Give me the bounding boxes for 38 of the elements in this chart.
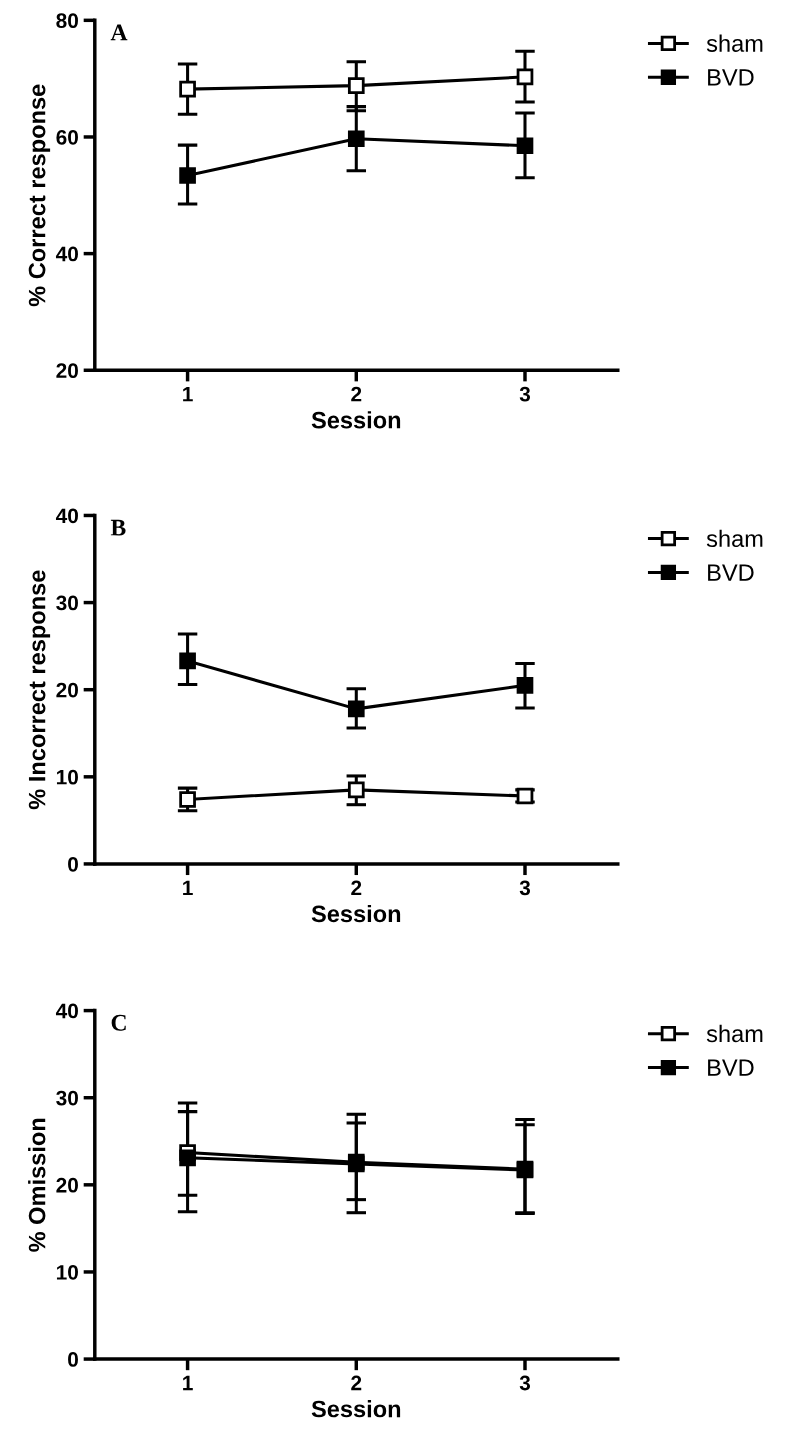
y-tick-label: 40 [55, 508, 78, 524]
x-tick-label: 1 [183, 1375, 193, 1391]
legend-label: sham [706, 1024, 763, 1043]
legend-label: BVD [708, 564, 754, 581]
legend-label: sham [706, 34, 763, 52]
x-tick-label: 2 [351, 386, 362, 402]
x-axis-title: Session [311, 904, 401, 923]
legend-label: sham [706, 529, 763, 548]
y-tick-label: 60 [56, 129, 78, 145]
y-axis-title: % Omission [28, 1118, 46, 1252]
y-tick-label: 10 [56, 769, 78, 785]
legend-label: BVD [708, 69, 754, 86]
y-tick-label: 0 [68, 1352, 78, 1367]
annotation: B [110, 519, 126, 536]
y-tick-label: 20 [56, 682, 78, 698]
x-tick-label: 3 [519, 1375, 531, 1391]
y-tick-label: 20 [56, 1177, 78, 1193]
x-tick-label: 2 [351, 1375, 362, 1391]
y-tick-label: 0 [68, 856, 78, 872]
x-tick-label: 2 [351, 880, 362, 896]
x-tick-label: 1 [183, 387, 193, 402]
x-axis-title: Session [311, 1400, 401, 1418]
annotation: C [111, 1014, 126, 1031]
x-tick-label: 3 [519, 386, 531, 402]
x-tick-label: 3 [519, 880, 531, 896]
y-axis-title: % Incorrect response [28, 570, 51, 810]
y-tick-label: 40 [55, 1003, 78, 1019]
y-axis-title: % Correct response [28, 84, 51, 307]
y-tick-label: 20 [56, 363, 78, 379]
y-tick-label: 30 [56, 595, 78, 611]
x-tick-label: 1 [183, 880, 193, 896]
x-axis-title: Session [311, 411, 401, 429]
y-tick-label: 10 [56, 1264, 78, 1280]
y-tick-label: 40 [55, 246, 78, 262]
annotation: A [110, 24, 128, 41]
y-tick-label: 80 [56, 13, 78, 29]
y-tick-label: 30 [56, 1090, 78, 1106]
legend-label: BVD [708, 1059, 754, 1076]
